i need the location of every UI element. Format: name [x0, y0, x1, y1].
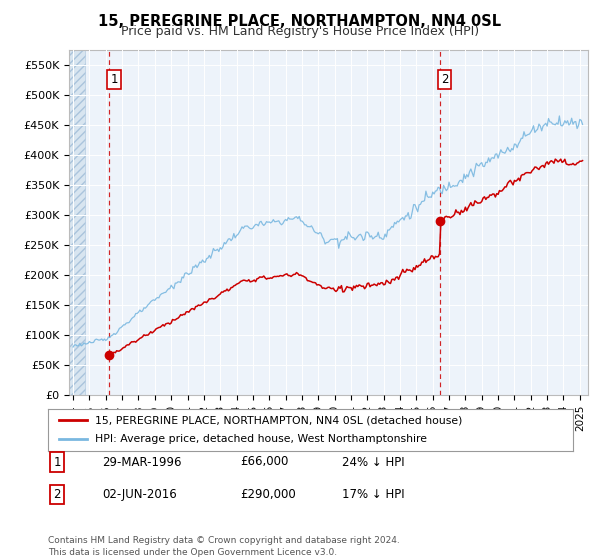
Text: 1: 1	[53, 455, 61, 469]
Text: 29-MAR-1996: 29-MAR-1996	[102, 455, 182, 469]
Text: 15, PEREGRINE PLACE, NORTHAMPTON, NN4 0SL (detached house): 15, PEREGRINE PLACE, NORTHAMPTON, NN4 0S…	[95, 415, 463, 425]
Text: 15, PEREGRINE PLACE, NORTHAMPTON, NN4 0SL: 15, PEREGRINE PLACE, NORTHAMPTON, NN4 0S…	[98, 14, 502, 29]
Text: 24% ↓ HPI: 24% ↓ HPI	[342, 455, 404, 469]
Text: Contains HM Land Registry data © Crown copyright and database right 2024.
This d: Contains HM Land Registry data © Crown c…	[48, 536, 400, 557]
Text: 2: 2	[441, 73, 448, 86]
Text: Price paid vs. HM Land Registry's House Price Index (HPI): Price paid vs. HM Land Registry's House …	[121, 25, 479, 38]
Text: 1: 1	[110, 73, 118, 86]
Text: £66,000: £66,000	[240, 455, 289, 469]
Text: 17% ↓ HPI: 17% ↓ HPI	[342, 488, 404, 501]
Text: HPI: Average price, detached house, West Northamptonshire: HPI: Average price, detached house, West…	[95, 435, 427, 445]
Bar	[69, 50, 85, 395]
Text: £290,000: £290,000	[240, 488, 296, 501]
Text: 2: 2	[53, 488, 61, 501]
Text: 02-JUN-2016: 02-JUN-2016	[102, 488, 177, 501]
